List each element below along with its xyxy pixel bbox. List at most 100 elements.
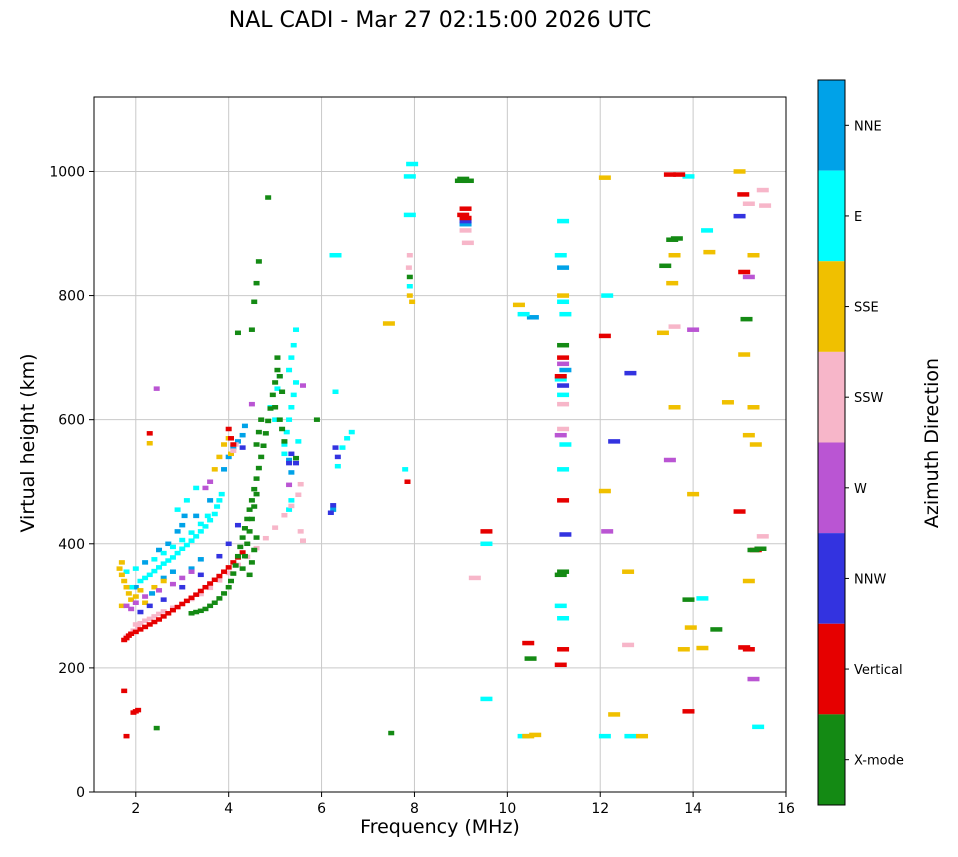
data-point-SSW [146,616,153,622]
data-point-E [151,568,158,574]
x-tick-label: 8 [410,801,419,817]
data-point-W [554,432,567,438]
data-point-Vertical [459,215,472,221]
data-point-Vertical [156,617,163,622]
data-point-Vertical [598,333,611,339]
data-point-NNE [207,498,214,503]
legend-label-X-mode: X-mode [854,754,904,769]
data-point-W [248,401,255,407]
y-tick-label: 600 [58,413,85,429]
data-point-W [202,485,209,491]
y-tick-label: 1000 [49,164,85,180]
colorbar-border [817,79,846,806]
data-point-SSE [118,572,125,578]
data-point-SSW [137,620,144,626]
data-point-SSE [221,442,228,447]
data-point-Vertical [663,172,676,177]
data-point-X-mode [246,507,253,512]
data-point-E [293,380,300,385]
data-point-E [165,558,172,563]
data-point-SSE [132,594,139,599]
data-point-E [554,377,567,382]
data-point-E [183,542,190,548]
data-point-X-mode [248,516,255,522]
data-point-X-mode [281,439,288,444]
data-point-E [169,555,176,560]
data-point-X-mode [241,526,248,531]
data-point-NNE [193,513,200,519]
data-point-SSE [142,600,149,605]
data-point-E [281,451,288,457]
data-point-X-mode [747,547,760,553]
y-tick-label: 0 [76,785,85,801]
data-point-SSW [151,614,158,619]
data-point-X-mode [225,584,232,590]
data-point-Vertical [128,631,135,637]
data-point-E [204,513,211,519]
data-point-X-mode [524,656,537,661]
data-point-X-mode [153,725,160,731]
legend-label-NNE: NNE [854,119,882,134]
data-point-E [332,389,339,395]
data-point-Vertical [239,550,246,555]
data-point-X-mode [253,535,260,540]
data-point-NNE [142,560,149,565]
data-point-E [601,293,614,298]
data-point-Vertical [221,569,228,574]
data-point-Vertical [146,431,153,436]
data-point-Vertical [557,647,570,652]
data-point-SSE [747,405,760,410]
data-point-E [406,161,419,167]
data-point-SSE [668,405,681,410]
data-point-E [286,367,293,373]
data-point-E [218,491,225,497]
data-point-Vertical [742,647,755,652]
data-point-X-mode [554,572,567,578]
colorbar-label: Azimuth Direction [921,357,943,529]
y-tick-label: 400 [58,537,85,553]
data-point-SSW [207,585,214,591]
colorbar-block-SSW [818,351,845,443]
data-point-SSW [225,570,232,576]
data-point-Vertical [216,573,223,579]
data-point-W [286,482,293,488]
x-tick-label: 10 [498,801,516,817]
data-point-Vertical [230,560,237,565]
data-point-X-mode [244,541,251,547]
data-point-X-mode [248,327,255,332]
data-point-X-mode [754,546,767,551]
data-point-E [197,529,204,534]
data-point-E [128,584,135,590]
data-point-Vertical [457,212,470,218]
data-point-NNE [181,513,188,519]
data-point-E [557,467,570,472]
data-point-NNE [174,529,181,534]
data-point-Vertical [174,604,181,610]
colorbar-block-E [818,170,845,262]
data-point-W [601,529,614,534]
data-point-SSW [742,201,755,206]
data-point-E [624,733,637,739]
data-point-X-mode [251,486,258,492]
data-point-X-mode [276,373,283,379]
data-point-SSE [406,293,413,298]
data-point-NNE [165,541,172,547]
data-point-SSW [461,240,474,246]
data-point-X-mode [221,591,228,596]
data-point-SSE [116,566,123,571]
data-point-SSE [382,321,395,326]
data-point-E [160,561,167,566]
data-point-X-mode [253,491,260,497]
data-point-SSE [512,302,525,308]
x-tick-label: 2 [131,801,140,817]
data-point-X-mode [274,355,281,360]
data-point-X-mode [274,367,281,373]
data-point-E [174,507,181,512]
data-point-X-mode [272,405,279,410]
data-point-NNE [132,584,139,590]
data-point-NNE [156,547,163,553]
data-point-NNE [239,432,246,438]
data-point-X-mode [265,195,272,200]
data-point-E [557,299,570,305]
data-point-Vertical [225,565,232,570]
